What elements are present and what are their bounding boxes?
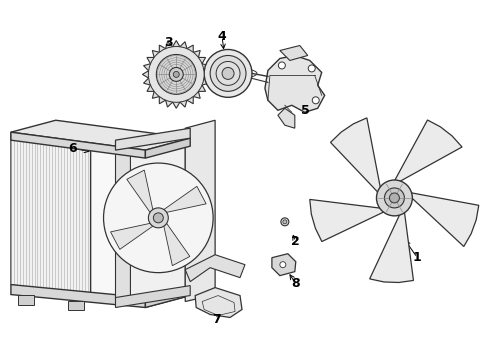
Polygon shape (11, 132, 146, 158)
Circle shape (173, 71, 179, 77)
Circle shape (204, 50, 252, 97)
Polygon shape (369, 211, 414, 283)
Polygon shape (143, 41, 210, 108)
Circle shape (390, 193, 399, 203)
Circle shape (156, 54, 196, 94)
Polygon shape (164, 223, 190, 266)
Polygon shape (116, 128, 190, 150)
Polygon shape (11, 132, 91, 298)
Text: 5: 5 (301, 104, 310, 117)
Polygon shape (116, 148, 130, 300)
Polygon shape (278, 108, 295, 128)
Circle shape (148, 46, 204, 102)
Text: 2: 2 (292, 235, 300, 248)
Polygon shape (331, 118, 381, 194)
Polygon shape (410, 193, 479, 247)
Circle shape (312, 97, 319, 104)
Polygon shape (146, 138, 190, 158)
Circle shape (376, 180, 413, 216)
Text: 4: 4 (218, 30, 226, 43)
Polygon shape (111, 223, 153, 249)
Circle shape (222, 67, 234, 80)
Polygon shape (146, 138, 190, 307)
Circle shape (308, 65, 315, 72)
Circle shape (280, 262, 286, 268)
Polygon shape (18, 294, 34, 305)
Polygon shape (185, 120, 215, 302)
Text: 7: 7 (212, 313, 220, 326)
Circle shape (103, 163, 213, 273)
Circle shape (148, 208, 168, 228)
Polygon shape (164, 186, 206, 212)
Circle shape (281, 218, 289, 226)
Polygon shape (68, 301, 84, 310)
Polygon shape (146, 285, 190, 307)
Polygon shape (116, 285, 190, 307)
Circle shape (278, 62, 285, 69)
Circle shape (210, 55, 246, 91)
Polygon shape (310, 199, 386, 242)
Text: 8: 8 (292, 277, 300, 290)
Polygon shape (394, 120, 462, 183)
Polygon shape (11, 120, 190, 150)
Polygon shape (265, 55, 325, 112)
Polygon shape (127, 170, 153, 212)
Polygon shape (185, 255, 245, 282)
Circle shape (385, 188, 404, 208)
Text: 3: 3 (164, 36, 172, 49)
Polygon shape (280, 45, 308, 60)
Text: 1: 1 (413, 251, 422, 264)
Circle shape (169, 67, 183, 81)
Circle shape (283, 220, 287, 224)
Polygon shape (195, 288, 242, 318)
Circle shape (153, 213, 163, 223)
Polygon shape (91, 143, 146, 307)
Text: 6: 6 (68, 141, 77, 155)
Circle shape (216, 62, 240, 85)
Polygon shape (11, 285, 146, 307)
Polygon shape (272, 254, 296, 276)
Polygon shape (130, 138, 185, 302)
